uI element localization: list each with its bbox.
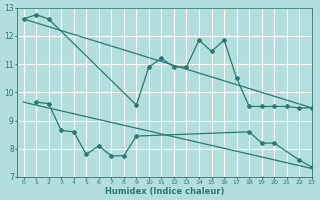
X-axis label: Humidex (Indice chaleur): Humidex (Indice chaleur) bbox=[105, 187, 224, 196]
